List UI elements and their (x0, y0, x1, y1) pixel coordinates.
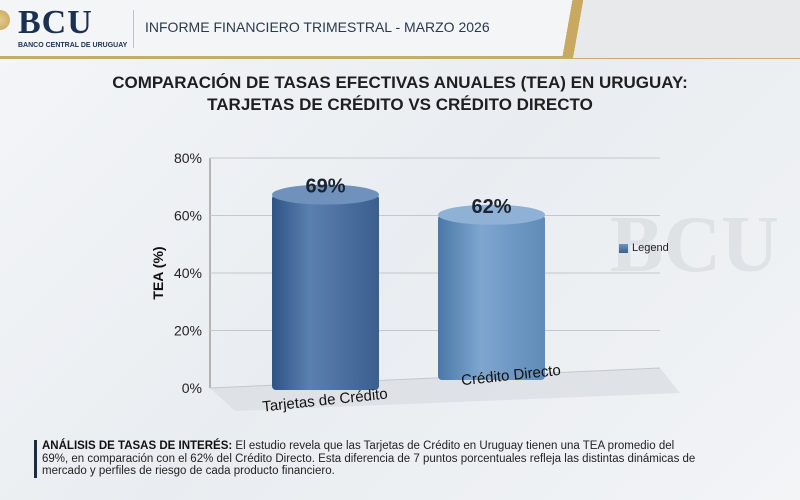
logo-text: BCU (18, 4, 93, 41)
y-tick-label: 0% (182, 380, 202, 396)
bar-top-0 (272, 184, 379, 205)
chart-title-line1: COMPARACIÓN DE TASAS EFECTIVAS ANUALES (… (112, 73, 688, 92)
bcu-logo: BCU BANCO CENTRAL DE URUGUAY (18, 4, 128, 50)
chart-title: COMPARACIÓN DE TASAS EFECTIVAS ANUALES (… (0, 72, 800, 116)
y-tick-label: 60% (174, 208, 202, 224)
y-tick-label: 80% (174, 150, 202, 166)
y-axis-label: TEA (%) (150, 246, 166, 299)
chart-legend: Legend (619, 242, 669, 254)
legend-label: Legend (632, 242, 669, 254)
header: BCU BANCO CENTRAL DE URUGUAY INFORME FIN… (0, 0, 800, 59)
y-tick-label: 40% (174, 265, 202, 281)
chart-subtitle: TARJETAS DE CRÉDITO VS CRÉDITO DIRECTO (207, 95, 593, 114)
header-divider (133, 10, 134, 48)
bar-top-1 (438, 204, 545, 225)
sun-emblem-icon (0, 10, 10, 30)
legend-swatch (619, 243, 628, 253)
analysis-text: ANÁLISIS DE TASAS DE INTERÉS: El estudio… (34, 440, 702, 478)
analysis-body: El estudio revela que las Tarjetas de Cr… (42, 440, 696, 477)
logo-subtitle: BANCO CENTRAL DE URUGUAY (18, 42, 128, 49)
bar-0 (272, 194, 379, 390)
analysis-label: ANÁLISIS DE TASAS DE INTERÉS: (42, 440, 233, 452)
decorative-gold-band (540, 0, 800, 58)
report-title: INFORME FINANCIERO TRIMESTRAL - MARZO 20… (145, 19, 490, 35)
y-tick-label: 20% (174, 323, 202, 339)
bar-1 (438, 214, 545, 380)
chart-floor (210, 368, 680, 411)
data-label: 62% (471, 196, 511, 218)
data-label: 69% (305, 176, 345, 198)
